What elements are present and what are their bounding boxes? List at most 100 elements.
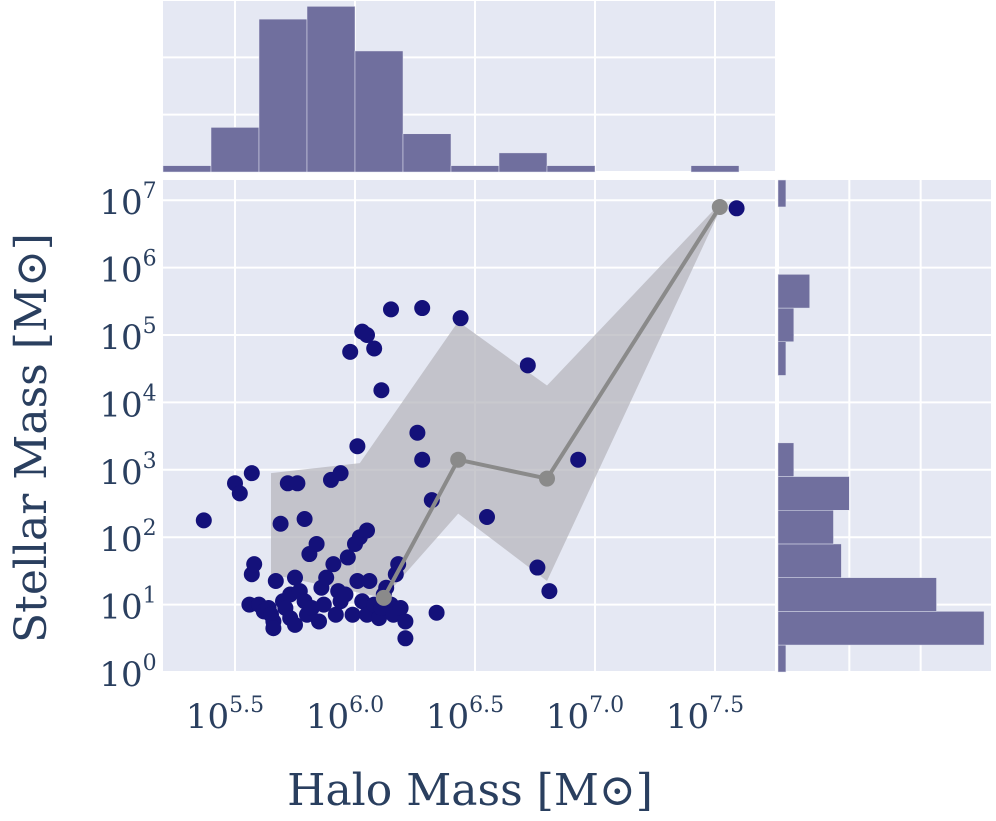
top-histogram-bar (450, 165, 500, 173)
x-tick-exponent: 5.5 (229, 693, 264, 718)
scatter-point (272, 515, 289, 532)
scatter-point (373, 382, 390, 399)
scatter-point (327, 606, 344, 623)
right-histogram-panel (777, 179, 993, 673)
right-histogram-bar (777, 509, 834, 545)
y-tick-exponent: 5 (143, 314, 157, 339)
x-tick-label: 105.5 (186, 693, 264, 737)
scatter-point (231, 485, 248, 502)
right-histogram-bar (777, 179, 787, 208)
scatter-point (303, 599, 320, 616)
percentile-band (271, 203, 720, 598)
x-tick-label: 106.5 (426, 693, 504, 737)
scatter-point (344, 606, 361, 623)
x-tick-label: 107.5 (666, 693, 744, 737)
y-tick-exponent: 6 (143, 247, 157, 272)
right-histogram-bar (777, 644, 787, 673)
median-point (450, 451, 467, 468)
y-tick-exponent: 2 (143, 516, 157, 541)
top-histogram-bar (690, 165, 740, 173)
scatter-point (339, 549, 356, 566)
scatter-point (243, 465, 260, 482)
scatter-point (383, 301, 399, 318)
scatter-point (289, 475, 306, 492)
x-tick-exponent: 7.5 (709, 693, 744, 718)
scatter-point (414, 451, 431, 468)
scatter-point (354, 593, 371, 610)
main-plot-grid (163, 180, 775, 673)
scatter-point (366, 340, 383, 357)
y-tick-label: 105 (99, 314, 156, 358)
scatter-point (195, 512, 212, 529)
scatter-point (529, 559, 546, 576)
y-tick-exponent: 3 (143, 449, 157, 474)
x-tick-exponent: 6.0 (349, 693, 384, 718)
scatter-point (311, 613, 327, 630)
y-tick-base: 10 (99, 588, 142, 628)
median-point (539, 470, 555, 487)
y-tick-exponent: 0 (143, 651, 157, 676)
scatter-point (265, 620, 282, 637)
top-histogram-bar (354, 50, 404, 173)
x-tick-base: 10 (546, 697, 589, 737)
scatter-point (287, 616, 303, 633)
scatter-point (397, 613, 414, 630)
scatter-point (570, 451, 587, 468)
scatter-point (359, 522, 375, 539)
y-tick-base: 10 (99, 655, 142, 695)
scatter-point (296, 511, 313, 528)
x-tick-base: 10 (426, 697, 469, 737)
scatter-point (452, 310, 469, 327)
right-histogram-bar (777, 476, 850, 511)
median-line-path (382, 205, 722, 599)
x-tick-base: 10 (666, 697, 709, 737)
scatter-point (349, 573, 366, 590)
top-histogram-bar (402, 133, 452, 173)
median-point (375, 589, 392, 606)
scatter-point (308, 535, 325, 552)
y-tick-label: 106 (99, 247, 156, 291)
scatter-point (397, 630, 414, 647)
y-tick-base: 10 (99, 251, 142, 291)
scatter-point (315, 596, 332, 613)
x-tick-base: 10 (186, 697, 229, 737)
right-histogram-bar (777, 577, 937, 612)
y-tick-label: 103 (99, 449, 156, 493)
y-tick-label: 102 (99, 516, 156, 560)
y-tick-base: 10 (99, 520, 142, 560)
y-tick-label: 100 (99, 651, 156, 695)
scatter-point (354, 323, 371, 340)
scatter-point (342, 343, 359, 360)
y-tick-base: 10 (99, 318, 142, 358)
y-tick-exponent: 7 (143, 179, 157, 204)
median-point (711, 198, 728, 215)
top-histogram-bar (498, 152, 548, 173)
x-tick-exponent: 7.0 (589, 693, 624, 718)
y-tick-base: 10 (99, 183, 142, 223)
top-histogram-panel (162, 0, 775, 173)
y-tick-base: 10 (99, 453, 142, 493)
scatter-point (349, 438, 366, 455)
y-tick-base: 10 (99, 385, 142, 425)
scatter-point (414, 300, 431, 317)
scatter-point (267, 573, 284, 590)
x-axis-title: Halo Mass [M⊙] (287, 765, 653, 816)
scatter-point (541, 583, 558, 600)
scatter-point (325, 556, 342, 573)
scatter-point (728, 200, 745, 217)
top-histogram-bars (162, 6, 740, 173)
top-histogram-bar (210, 127, 260, 173)
y-tick-exponent: 1 (143, 584, 157, 609)
right-histogram-bar (777, 341, 787, 376)
scatter-point (337, 586, 354, 603)
right-histogram-bar (777, 543, 842, 578)
main-plot-panel (163, 180, 775, 673)
y-tick-exponent: 4 (143, 381, 157, 406)
median-line (375, 198, 728, 606)
scatter-point (392, 599, 409, 616)
scatter-point (246, 556, 263, 573)
x-tick-base: 10 (306, 697, 349, 737)
top-histogram-bar (306, 6, 356, 173)
